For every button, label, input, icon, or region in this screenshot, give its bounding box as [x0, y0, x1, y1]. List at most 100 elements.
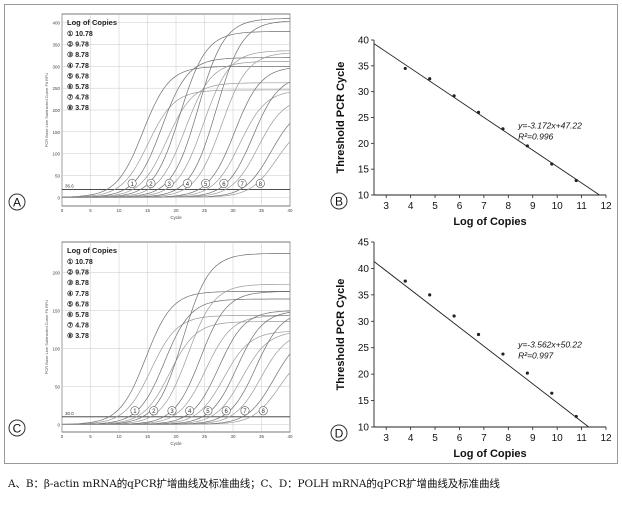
y-tick-label: 100 — [52, 346, 60, 351]
y-tick-label: 35 — [358, 61, 370, 72]
data-point — [476, 332, 481, 337]
curve-marker: 6 — [222, 182, 226, 188]
curve-marker-circle — [203, 406, 213, 416]
y-tick-label: 250 — [52, 86, 60, 91]
legend-title: Log of Copies — [67, 246, 117, 255]
curve-marker-circle — [182, 178, 192, 188]
legend-entry: ② 9.78 — [67, 269, 89, 277]
curve-marker: 2 — [152, 409, 156, 415]
legend-entry: ④ 7.78 — [67, 62, 89, 70]
data-point — [550, 162, 554, 166]
r-squared-label: R²=0.996 — [518, 131, 553, 141]
x-tick-label: 12 — [600, 433, 612, 444]
x-tick-label: 30 — [230, 434, 236, 439]
threshold-label: 36.6 — [65, 183, 74, 188]
data-point — [452, 314, 456, 318]
regression-equation: y=-3.172x+47.22 — [517, 120, 582, 130]
legend-entry: ⑧ 3.78 — [67, 104, 89, 112]
curve-marker-circle — [167, 406, 177, 416]
r-squared-label: R²=0.997 — [518, 350, 553, 360]
y-tick-label: 25 — [358, 113, 370, 124]
legend-entry: ⑤ 6.78 — [67, 72, 89, 80]
y-tick-label: 100 — [52, 152, 60, 157]
legend-entry: ⑥ 5.78 — [67, 311, 89, 319]
data-point — [574, 178, 578, 183]
data-point — [403, 66, 407, 71]
x-tick-label: 10 — [552, 201, 564, 212]
legend-entry: ③ 8.78 — [67, 51, 89, 59]
x-tick-label: 8 — [506, 201, 512, 212]
x-tick-label: 35 — [259, 434, 265, 439]
y-tick-label: 0 — [57, 195, 60, 200]
data-point — [428, 77, 432, 81]
x-tick-label: 20 — [173, 434, 179, 439]
y-tick-label: 300 — [52, 64, 60, 69]
x-tick-label: 7 — [481, 433, 487, 444]
curve-marker: 4 — [188, 409, 192, 415]
x-tick-label: 10 — [116, 208, 122, 213]
x-axis-label: Cycle — [170, 215, 182, 220]
panel-letter-C-circle — [8, 419, 26, 437]
legend-entry: ① 10.78 — [67, 30, 93, 38]
fit-line — [373, 261, 589, 428]
x-tick-label: 12 — [600, 201, 612, 212]
x-tick-label: 25 — [202, 208, 208, 213]
data-point — [501, 127, 505, 131]
curve-marker: 7 — [243, 409, 247, 415]
data-point — [476, 110, 481, 114]
curve-marker: 6 — [224, 409, 228, 415]
y-tick-label: 50 — [55, 173, 61, 178]
x-tick-label: 5 — [89, 208, 92, 213]
x-tick-label: 40 — [287, 208, 293, 213]
standard-curve-B: 10 15 20 25 30 35 40 3 4 5 6 7 8 9 10 11 12 Log of Copies… — [335, 36, 612, 229]
panel-letter-B: B — [335, 195, 343, 209]
y-tick-label: 15 — [358, 165, 370, 176]
legend-entry: ③ 8.78 — [67, 279, 89, 287]
y-tick-label: 150 — [52, 130, 60, 135]
curve-marker-circle — [146, 178, 156, 188]
data-point — [525, 371, 529, 375]
y-tick-label: 200 — [52, 108, 60, 113]
y-tick-label: 15 — [358, 396, 370, 407]
x-tick-label: 5 — [89, 434, 92, 439]
threshold-label: 30.0 — [65, 411, 74, 416]
fit-line — [373, 43, 600, 196]
legend-entry: ⑤ 6.78 — [67, 300, 89, 308]
data-point — [428, 293, 432, 297]
x-tick-label: 15 — [145, 434, 151, 439]
curve-marker: 8 — [259, 182, 263, 188]
legend-entry: ① 10.78 — [67, 258, 93, 266]
x-tick-label: 5 — [432, 201, 438, 212]
y-tick-label: 50 — [55, 384, 61, 389]
x-tick-label: 3 — [383, 433, 389, 444]
panel-letter-D: D — [335, 427, 344, 441]
y-tick-label: 10 — [358, 191, 370, 202]
panel-letter-C: C — [13, 422, 22, 436]
x-axis-label: Log of Copies — [453, 448, 526, 460]
curve-marker-circle — [240, 406, 250, 416]
amplification-curve-3-78 — [62, 372, 291, 425]
x-tick-label: 35 — [259, 208, 265, 213]
curve-marker-circle — [219, 178, 229, 188]
y-tick-label: 20 — [358, 370, 370, 381]
y-tick-label: 150 — [52, 308, 60, 313]
x-tick-label: 8 — [506, 433, 512, 444]
y-tick-label: 45 — [358, 238, 370, 249]
y-tick-label: 25 — [358, 343, 370, 354]
data-point — [403, 279, 407, 283]
curve-marker: 5 — [206, 409, 210, 415]
y-axis-label: PCR Base Line Subtracted Curve Fit RFU — [44, 73, 49, 148]
data-point — [525, 144, 529, 148]
x-axis-label: Cycle — [170, 441, 182, 446]
x-tick-label: 11 — [576, 201, 587, 212]
legend-entry: ② 9.78 — [67, 41, 89, 49]
curve-marker-circle — [130, 406, 140, 416]
x-tick-label: 6 — [457, 433, 463, 444]
curve-marker-circle — [201, 178, 211, 188]
panel-letter-D-circle — [330, 424, 348, 442]
x-tick-label: 6 — [457, 201, 463, 212]
x-tick-label: 10 — [116, 434, 122, 439]
x-tick-label: 7 — [481, 201, 487, 212]
